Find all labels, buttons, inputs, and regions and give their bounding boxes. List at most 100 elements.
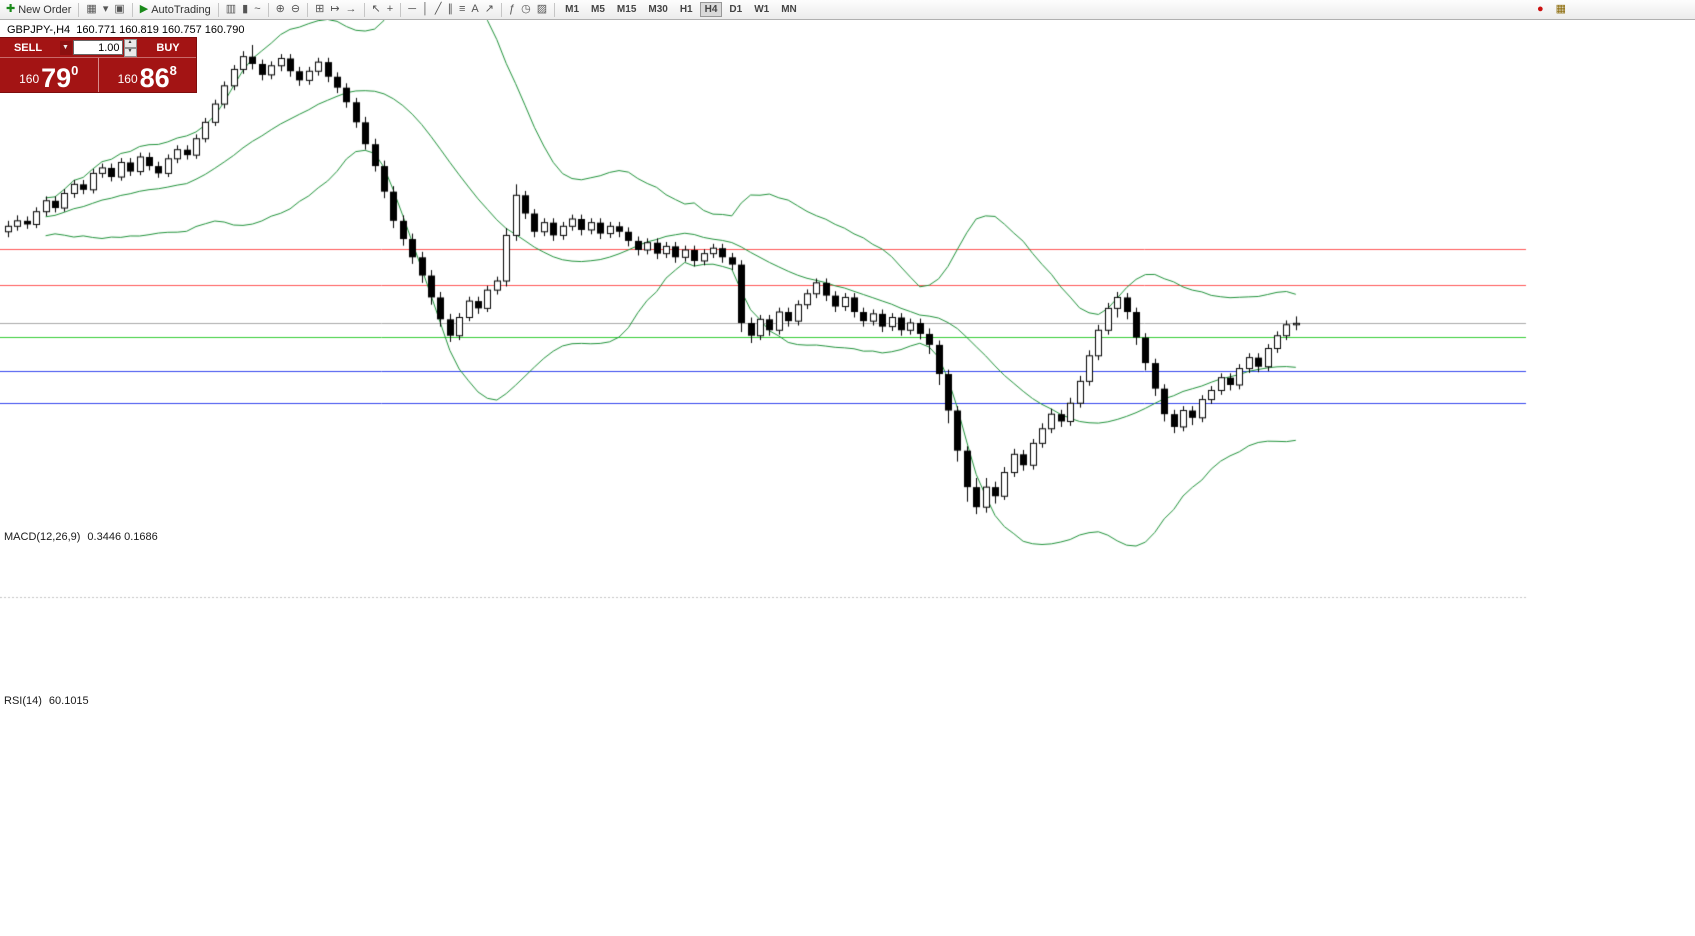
tile-windows-icon[interactable]: ⊞ (312, 1, 327, 18)
buy-price-prefix: 160 (117, 72, 138, 86)
horizontal-line-icon: ─ (408, 3, 416, 15)
trendline-icon: ╱ (434, 3, 442, 15)
bar-chart-icon: ▥ (225, 3, 237, 15)
timeframe-h1-button[interactable]: H1 (679, 4, 693, 15)
zoom-out-icon[interactable]: ⊖ (288, 1, 303, 18)
tile-windows-icon: ⊞ (315, 3, 325, 15)
fibonacci-icon[interactable]: ≡ (456, 1, 468, 18)
volume-control: ▼ ▲ ▼ (56, 38, 140, 57)
rsi-value: 60.1015 (48, 695, 89, 707)
toolbar-right-icons: ● ▦ (1534, 1, 1695, 18)
autotrading-button[interactable]: ▶ AutoTrading (137, 1, 214, 18)
zoom-in-icon[interactable]: ⊕ (273, 1, 288, 18)
line-chart-icon: ~ (254, 3, 261, 15)
price-divider (97, 58, 99, 92)
text-label-icon: A (471, 3, 479, 15)
macd-title: MACD(12,26,9) (4, 531, 81, 543)
zoom-out-icon: ⊖ (290, 3, 301, 15)
buy-price-button[interactable]: 160 86 8 (99, 58, 197, 92)
buy-price-sup: 8 (169, 63, 177, 78)
sell-price-big: 79 (41, 63, 72, 93)
toolbar-separator (267, 2, 269, 17)
chart-shift-icon[interactable]: → (343, 1, 360, 18)
timeframe-m1-button[interactable]: M1 (565, 4, 580, 15)
templates-icon: ▨ (536, 3, 548, 15)
auto-scroll-icon[interactable]: ↦ (327, 1, 342, 18)
volume-down-button[interactable]: ▼ (123, 47, 137, 57)
price-chart-canvas[interactable] (0, 20, 1570, 870)
channel-icon[interactable]: ∥ (444, 1, 456, 18)
periods-icon: ◷ (521, 3, 531, 15)
mql-community-icon[interactable]: ▦ (1553, 1, 1569, 18)
timeframe-m15-button[interactable]: M15 (616, 4, 637, 15)
symbol-ohlc-header: GBPJPY-,H4 160.771 160.819 160.757 160.7… (7, 24, 245, 36)
charts-window-icon[interactable]: ▦ (83, 1, 99, 18)
toolbar-separator (217, 2, 219, 17)
chart-shift-icon: → (345, 3, 357, 15)
templates-icon[interactable]: ▨ (534, 1, 550, 18)
buy-price-big: 86 (139, 63, 170, 93)
autotrading-icon: ▶ (139, 3, 149, 15)
rsi-title: RSI(14) (4, 695, 42, 707)
bar-chart-icon[interactable]: ▥ (223, 1, 239, 18)
text-label-icon[interactable]: A (468, 1, 481, 18)
alerts-icon[interactable]: ● (1534, 1, 1547, 18)
volume-up-button[interactable]: ▲ (123, 38, 137, 48)
vertical-line-icon: │ (421, 3, 429, 15)
toolbar-separator (78, 2, 80, 17)
new-order-icon: ✚ (6, 3, 16, 15)
cursor-icon: ↖ (371, 3, 381, 15)
candlestick-chart-icon: ▮ (242, 3, 249, 15)
mql-community-icon: ▦ (1555, 3, 1566, 15)
toolbar-separator (363, 2, 365, 17)
timeframe-h4-button[interactable]: H4 (699, 2, 723, 17)
horizontal-line-icon[interactable]: ─ (405, 1, 419, 18)
periods-icon[interactable]: ◷ (518, 1, 534, 18)
new-order-button[interactable]: ✚ New Order (3, 1, 74, 18)
crosshair-icon[interactable]: + (384, 1, 396, 18)
candlestick-chart-icon[interactable]: ▮ (239, 1, 251, 18)
sell-price-button[interactable]: 160 79 0 (0, 58, 98, 92)
sell-button[interactable]: SELL (13, 41, 43, 54)
sell-price-prefix: 160 (19, 72, 40, 86)
toolbar-separator (131, 2, 133, 17)
line-chart-icon[interactable]: ~ (251, 1, 263, 18)
volume-input[interactable] (72, 40, 123, 55)
macd-indicator-label: MACD(12,26,9) 0.3446 0.1686 (4, 531, 158, 543)
volume-dropdown-icon[interactable]: ▼ (59, 40, 72, 55)
indicators-icon: ƒ (508, 3, 516, 15)
new-order-button-label: New Order (18, 3, 72, 16)
chevron-down-icon[interactable]: ▾ (100, 1, 112, 18)
buy-button[interactable]: BUY (156, 41, 180, 54)
expert-advisors-icon[interactable]: ▣ (111, 1, 127, 18)
zoom-in-icon: ⊕ (275, 3, 285, 15)
timeframe-m30-button[interactable]: M30 (648, 4, 668, 15)
toolbar-separator (500, 2, 502, 17)
alerts-icon: ● (1536, 3, 1544, 15)
charts-window-icon: ▦ (86, 3, 97, 15)
trendline-icon[interactable]: ╱ (432, 1, 445, 18)
main-toolbar: ✚ New Order ▦ ▾ ▣ ▶ AutoTrading ▥ ▮ ~ ⊕ ⊖ ⊞ ↦ → ↖ + ─ │ ╱ ∥ ≡… (0, 0, 1695, 20)
autotrading-button-label: AutoTrading (151, 3, 211, 16)
toolbar-separator (307, 2, 309, 17)
toolbar-separator (554, 2, 556, 17)
arrow-object-icon[interactable]: ↗ (482, 1, 497, 18)
fibonacci-icon: ≡ (458, 3, 466, 15)
sell-price-sup: 0 (71, 63, 79, 78)
rsi-indicator-label: RSI(14) 60.1015 (4, 695, 89, 707)
one-click-trading-panel: SELL ▼ ▲ ▼ BUY 160 79 0 160 86 8 (0, 38, 196, 92)
timeframe-w1-button[interactable]: W1 (754, 4, 770, 15)
toolbar-separator (400, 2, 402, 17)
vertical-line-icon[interactable]: │ (419, 1, 432, 18)
expert-advisors-icon: ▣ (114, 3, 125, 15)
indicators-icon[interactable]: ƒ (506, 1, 518, 18)
macd-values: 0.3446 0.1686 (87, 531, 158, 543)
crosshair-icon: + (386, 3, 394, 15)
arrow-object-icon: ↗ (484, 3, 494, 15)
cursor-icon[interactable]: ↖ (369, 1, 384, 18)
timeframe-mn-button[interactable]: MN (781, 4, 797, 15)
timeframe-d1-button[interactable]: D1 (729, 4, 743, 15)
auto-scroll-icon: ↦ (330, 3, 340, 15)
timeframe-m5-button[interactable]: M5 (591, 4, 605, 15)
chevron-down-icon: ▾ (102, 3, 109, 15)
